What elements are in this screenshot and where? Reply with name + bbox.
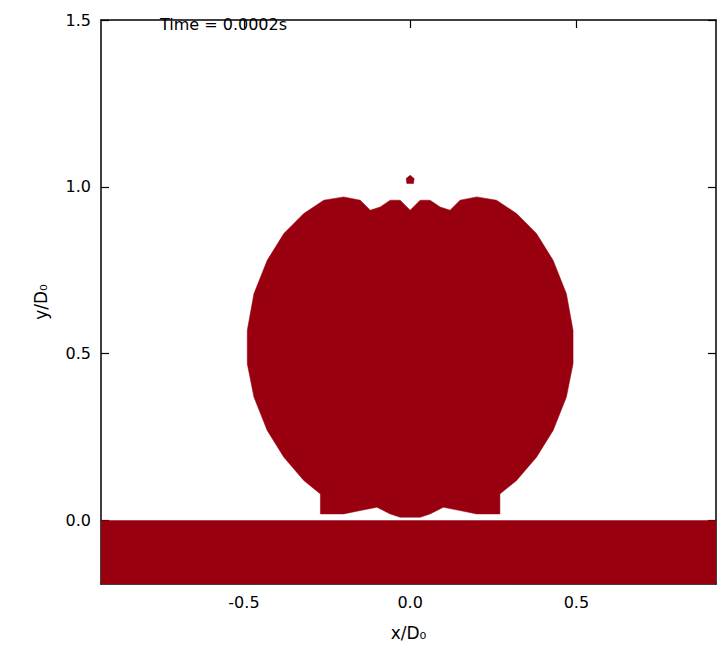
svg-text:0.5: 0.5	[66, 344, 91, 363]
svg-text:Time = 0.0002s: Time = 0.0002s	[159, 15, 287, 34]
svg-text:1.0: 1.0	[66, 177, 91, 196]
svg-text:0.0: 0.0	[397, 593, 422, 612]
svg-text:-0.5: -0.5	[228, 593, 259, 612]
svg-text:0.5: 0.5	[564, 593, 589, 612]
svg-text:0.0: 0.0	[66, 511, 91, 530]
svg-text:x/D₀: x/D₀	[391, 623, 427, 643]
svg-text:y/D₀: y/D₀	[31, 284, 51, 320]
svg-text:1.5: 1.5	[66, 11, 91, 30]
